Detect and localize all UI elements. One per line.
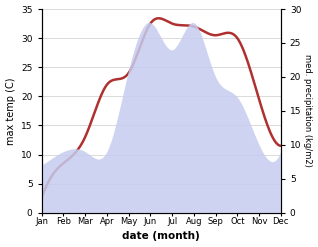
Y-axis label: med. precipitation (kg/m2): med. precipitation (kg/m2)	[303, 54, 313, 167]
X-axis label: date (month): date (month)	[122, 231, 200, 242]
Y-axis label: max temp (C): max temp (C)	[5, 77, 16, 145]
